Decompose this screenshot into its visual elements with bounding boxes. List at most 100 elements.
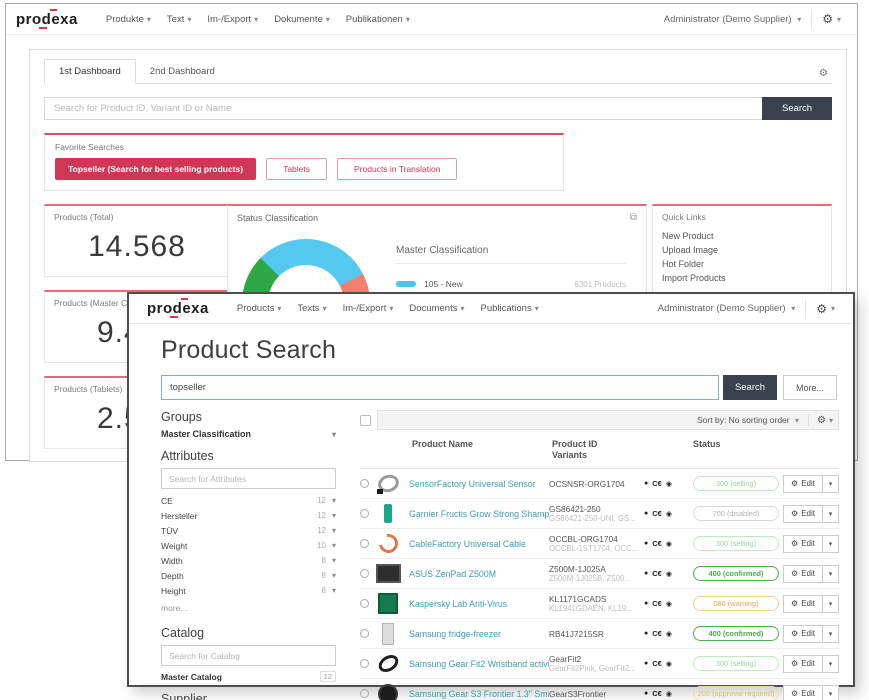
edit-dropdown-button[interactable]: ▾ xyxy=(823,594,839,613)
row-select-radio[interactable] xyxy=(360,689,369,698)
caret-down-icon: ▾ xyxy=(405,14,410,24)
select-all-checkbox[interactable] xyxy=(360,414,371,426)
attribute-ce[interactable]: CE 12 ▾ xyxy=(161,495,336,506)
product-name-link[interactable]: Samsung fridge-freezer xyxy=(409,628,501,639)
edit-button[interactable]: ⚙ Edit xyxy=(783,684,823,700)
prodexa-logo[interactable]: prodexa xyxy=(16,8,78,29)
search-button[interactable]: Search xyxy=(723,375,777,400)
product-row[interactable]: Samsung Gear S3 Frontier 1.3" Smartw... … xyxy=(360,679,839,700)
attribute-depth[interactable]: Depth 8 ▾ xyxy=(161,570,336,581)
edit-button[interactable]: ⚙ Edit xyxy=(783,624,823,643)
catalog-count: 12 xyxy=(319,671,336,682)
prodexa-logo[interactable]: prodexa xyxy=(147,298,209,318)
edit-dropdown-button[interactable]: ▾ xyxy=(823,504,839,523)
edit-button[interactable]: ⚙ Edit xyxy=(783,534,823,553)
product-row[interactable]: ASUS ZenPad Z500M Z500M-1J025A Z500M-1J02… xyxy=(360,559,839,589)
product-name-link[interactable]: CableFactory Universal Cable xyxy=(409,538,526,549)
edit-dropdown-button[interactable]: ▾ xyxy=(823,534,839,553)
product-name-link[interactable]: Samsung Gear Fit2 Wristband activity t..… xyxy=(409,658,549,669)
nav-item-texts[interactable]: Texts ▾ xyxy=(297,303,327,314)
cert-icon: ◉ xyxy=(665,540,672,548)
row-select-radio[interactable] xyxy=(360,569,369,578)
caret-down-icon: ▾ xyxy=(331,586,336,595)
quick-link-new-product[interactable]: New Product xyxy=(662,231,714,241)
product-name-link[interactable]: Garnier Fructis Grow Strong Shampoo xyxy=(409,508,549,519)
favorite-translation-button[interactable]: Products in Translation xyxy=(337,158,458,180)
nav-item-products[interactable]: Products ▾ xyxy=(236,303,282,314)
row-select-radio[interactable] xyxy=(360,599,369,608)
edit-dropdown-button[interactable]: ▾ xyxy=(823,564,839,583)
attributes-more-link[interactable]: more... xyxy=(161,603,188,613)
nav-item-produkte[interactable]: Produkte ▾ xyxy=(105,13,151,25)
product-flag-icon: ● xyxy=(644,630,649,637)
dashboard-search-button[interactable]: Search xyxy=(762,97,832,120)
tab-1st-dashboard[interactable]: 1st Dashboard xyxy=(44,59,136,84)
product-name-link[interactable]: SensorFactory Universal Sensor xyxy=(409,478,536,489)
more-button[interactable]: More... xyxy=(783,375,837,400)
edit-button[interactable]: ⚙ Edit xyxy=(783,564,823,583)
dashboard-search: Search xyxy=(44,97,832,120)
favorite-topseller-button[interactable]: Topseller (Search for best selling produ… xyxy=(55,158,257,180)
caret-down-icon: ▾ xyxy=(277,304,282,313)
edit-button[interactable]: ⚙ Edit xyxy=(783,594,823,613)
quick-link-upload-image[interactable]: Upload Image xyxy=(662,245,719,255)
catalog-master-catalog[interactable]: Master Catalog 12 xyxy=(161,671,336,682)
product-row[interactable]: CableFactory Universal Cable OCCBL-ORG17… xyxy=(360,529,839,559)
nav-item-publikationen[interactable]: Publikationen ▾ xyxy=(345,13,410,25)
dashboard-settings-gear-icon[interactable]: ⚙ xyxy=(819,68,828,79)
ce-mark-icon: C€ xyxy=(652,479,662,488)
row-select-radio[interactable] xyxy=(360,509,369,518)
attribute-height[interactable]: Height 8 ▾ xyxy=(161,585,336,596)
nav-item-im-export[interactable]: Im-/Export ▾ xyxy=(342,303,394,314)
product-row[interactable]: Samsung fridge-freezer RB41J7215SR ● C€ ◉ … xyxy=(360,619,839,649)
product-row[interactable]: Garnier Fructis Grow Strong Shampoo GS86… xyxy=(360,499,839,529)
settings-menu[interactable]: ⚙ ▾ xyxy=(811,9,847,29)
cert-icon: ◉ xyxy=(665,630,672,638)
nav-item-documents[interactable]: Documents ▾ xyxy=(409,303,465,314)
favorite-tablets-button[interactable]: Tablets xyxy=(266,158,328,180)
attribute-hersteller[interactable]: Hersteller 12 ▾ xyxy=(161,510,336,521)
dashboard-search-input[interactable] xyxy=(44,97,832,120)
nav-item-im-export[interactable]: Im-/Export ▾ xyxy=(207,13,259,25)
product-row[interactable]: Samsung Gear Fit2 Wristband activity t..… xyxy=(360,649,839,679)
edit-dropdown-button[interactable]: ▾ xyxy=(823,684,839,700)
edit-button[interactable]: ⚙ Edit xyxy=(783,654,823,673)
product-row[interactable]: Kaspersky Lab Anti-Virus KL1171GCADS KL19… xyxy=(360,589,839,619)
quick-link-hot-folder[interactable]: Hot Folder xyxy=(662,259,705,269)
settings-menu[interactable]: ⚙ ▾ xyxy=(805,298,841,319)
sort-dropdown[interactable]: Sort by: No sorting order ▾ xyxy=(697,415,800,425)
attribute-weight[interactable]: Weight 10 ▾ xyxy=(161,540,336,551)
gear-icon: ⚙ xyxy=(791,509,799,518)
product-name-link[interactable]: ASUS ZenPad Z500M xyxy=(409,568,497,579)
row-select-radio[interactable] xyxy=(360,629,369,638)
edit-button[interactable]: ⚙ Edit xyxy=(783,504,823,523)
product-row[interactable]: SensorFactory Universal Sensor OCSNSR-OR… xyxy=(360,469,839,499)
list-settings-menu[interactable]: ⚙ ▾ xyxy=(808,414,833,426)
edit-dropdown-button[interactable]: ▾ xyxy=(823,654,839,673)
group-master-classification[interactable]: Master Classification ▾ xyxy=(161,429,336,439)
user-menu[interactable]: Administrator (Demo Supplier) ▾ xyxy=(657,303,796,314)
attribute-tuv[interactable]: TÜV 12 ▾ xyxy=(161,525,336,536)
tab-2nd-dashboard[interactable]: 2nd Dashboard xyxy=(149,66,215,77)
edit-dropdown-button[interactable]: ▾ xyxy=(823,474,839,493)
product-name-link[interactable]: Samsung Gear S3 Frontier 1.3" Smartw... xyxy=(409,688,549,699)
caret-down-icon: ▾ xyxy=(534,304,539,313)
product-name-link[interactable]: Kaspersky Lab Anti-Virus xyxy=(409,598,508,609)
row-select-radio[interactable] xyxy=(360,479,369,488)
nav-item-publications[interactable]: Publications ▾ xyxy=(480,303,539,314)
status-badge: 080 (warning) xyxy=(693,596,779,611)
user-menu[interactable]: Administrator (Demo Supplier) ▾ xyxy=(663,13,802,25)
row-select-radio[interactable] xyxy=(360,539,369,548)
row-select-radio[interactable] xyxy=(360,659,369,668)
nav-item-text[interactable]: Text ▾ xyxy=(166,13,192,25)
edit-button[interactable]: ⚙ Edit xyxy=(783,474,823,493)
edit-dropdown-button[interactable]: ▾ xyxy=(823,624,839,643)
product-search-input[interactable] xyxy=(161,375,719,400)
catalog-search-input[interactable] xyxy=(161,645,336,666)
expand-icon[interactable]: ⧉ xyxy=(629,212,637,223)
product-id: GS86421-250 xyxy=(549,503,601,514)
attribute-width[interactable]: Width 8 ▾ xyxy=(161,555,336,566)
attributes-search-input[interactable] xyxy=(161,468,336,489)
nav-item-dokumente[interactable]: Dokumente ▾ xyxy=(274,13,330,25)
quick-link-import-products[interactable]: Import Products xyxy=(662,273,726,283)
